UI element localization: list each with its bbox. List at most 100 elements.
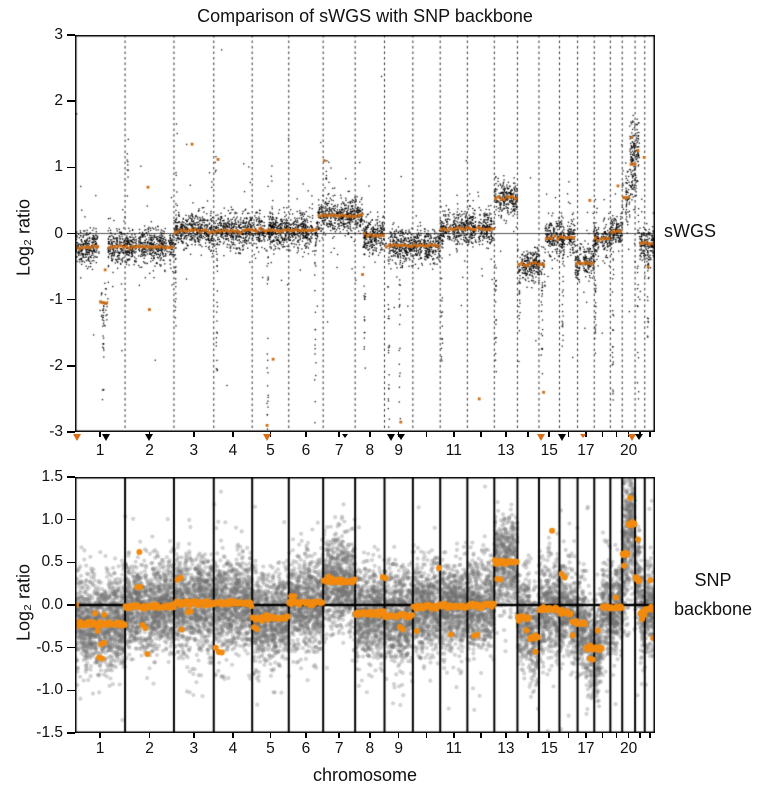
orange-triangle-marker: [263, 434, 272, 441]
y-tick: [67, 732, 75, 734]
x-tick-label-chr8: 8: [365, 442, 375, 459]
x-tick: [453, 733, 455, 738]
x-tick-label-chr11: 11: [445, 740, 462, 757]
y-tick-label: -3: [49, 423, 63, 440]
y-tick: [67, 365, 75, 367]
x-tick: [548, 432, 550, 437]
x-tick-label-chr3: 3: [189, 442, 199, 459]
y-tick-label: 2: [54, 92, 63, 110]
x-tick: [505, 733, 507, 738]
x-tick-label-chr2: 2: [145, 740, 154, 757]
y-tick: [67, 166, 75, 169]
x-tick: [232, 733, 234, 738]
y-tick-label: 1.5: [41, 468, 63, 485]
x-tick: [338, 733, 340, 738]
y-tick-label: 0.5: [41, 553, 63, 571]
x-tick: [99, 432, 101, 437]
y-tick: [67, 34, 75, 36]
x-tick: [369, 733, 371, 738]
x-tick-label-chr2: 2: [145, 442, 154, 459]
black-triangle-marker: [102, 434, 111, 441]
x-tick-label-chr13: 13: [497, 442, 515, 459]
x-tick: [505, 432, 507, 437]
y-tick: [67, 518, 75, 521]
x-tick-label-chr9: 9: [394, 442, 403, 459]
x-tick-label-chr13: 13: [497, 740, 515, 757]
x-tick: [527, 432, 529, 437]
y-tick-label: -1.0: [36, 681, 63, 699]
x-tick: [567, 733, 570, 738]
orange-triangle-marker: [579, 434, 586, 438]
x-tick-label-chr5: 5: [266, 442, 275, 459]
snp-plot-canvas: [75, 477, 655, 733]
black-triangle-marker: [341, 434, 348, 438]
x-tick-label-chr1: 1: [95, 442, 105, 459]
orange-triangle-marker: [537, 434, 546, 441]
panel-label-snp-line2: backbone: [673, 599, 753, 619]
x-tick: [425, 432, 428, 437]
x-tick: [527, 733, 529, 738]
panel-label-snp-line1: SNP: [694, 570, 732, 590]
y-tick-label: -0.5: [36, 638, 63, 656]
x-tick-label-chr1: 1: [95, 740, 105, 757]
x-tick: [480, 432, 482, 437]
x-tick: [639, 733, 641, 738]
x-tick: [193, 733, 195, 738]
x-tick-label-chr17: 17: [577, 740, 595, 757]
y-tick: [67, 100, 75, 102]
x-tick-label-chr4: 4: [228, 740, 238, 757]
x-tick-label-chr6: 6: [301, 740, 311, 757]
x-tick-label-chr5: 5: [266, 740, 275, 757]
swgs-plot-canvas: [75, 35, 655, 432]
black-triangle-marker: [634, 434, 643, 440]
x-tick: [649, 432, 651, 437]
y-tick-label: 3: [54, 26, 63, 43]
x-tick: [232, 432, 234, 437]
x-tick-label-chr8: 8: [365, 740, 375, 757]
black-triangle-marker: [396, 434, 405, 440]
x-tick: [627, 733, 630, 738]
x-tick: [567, 432, 570, 437]
x-tick: [148, 733, 151, 738]
x-tick-label-chr3: 3: [189, 740, 199, 757]
x-tick: [615, 733, 618, 738]
panel-label-swgs: sWGS: [664, 221, 716, 241]
y-tick: [67, 431, 75, 433]
black-triangle-marker: [386, 434, 395, 441]
x-tick: [99, 733, 101, 738]
y-tick-label: 0.0: [41, 596, 63, 613]
x-tick: [305, 733, 307, 738]
x-tick: [369, 432, 371, 437]
x-axis-label: chromosome: [312, 765, 418, 785]
x-tick-label-chr20: 20: [620, 442, 638, 459]
y-tick: [67, 561, 75, 564]
x-tick-label-chr4: 4: [228, 442, 238, 459]
x-tick-label-chr15: 15: [540, 442, 558, 459]
y-tick: [67, 604, 75, 606]
y-tick-label: -1.5: [36, 724, 63, 741]
x-tick: [397, 733, 400, 738]
y-tick-label: -1: [49, 290, 63, 308]
x-tick: [480, 733, 482, 738]
figure-title: Comparison of sWGS with SNP backbone: [197, 6, 533, 26]
x-tick: [193, 432, 195, 437]
x-tick: [425, 733, 428, 738]
panel-label-snp-backbone: SNP backbone: [658, 566, 768, 624]
black-triangle-marker: [145, 434, 154, 441]
x-tick: [585, 733, 587, 738]
y-tick: [67, 646, 75, 649]
x-tick: [338, 432, 340, 437]
x-tick: [615, 432, 618, 437]
x-tick: [649, 733, 651, 738]
x-tick-label-chr17: 17: [577, 442, 595, 459]
black-triangle-marker: [557, 434, 566, 441]
x-tick: [585, 432, 587, 437]
y-tick: [67, 476, 75, 478]
orange-triangle-marker: [73, 434, 82, 441]
x-tick: [548, 733, 550, 738]
x-tick-label-chr7: 7: [334, 442, 344, 459]
y-tick-label: -2: [49, 356, 63, 374]
y-tick-label: 1.0: [41, 510, 63, 528]
x-tick: [305, 432, 307, 437]
x-tick-label-chr15: 15: [540, 740, 558, 757]
